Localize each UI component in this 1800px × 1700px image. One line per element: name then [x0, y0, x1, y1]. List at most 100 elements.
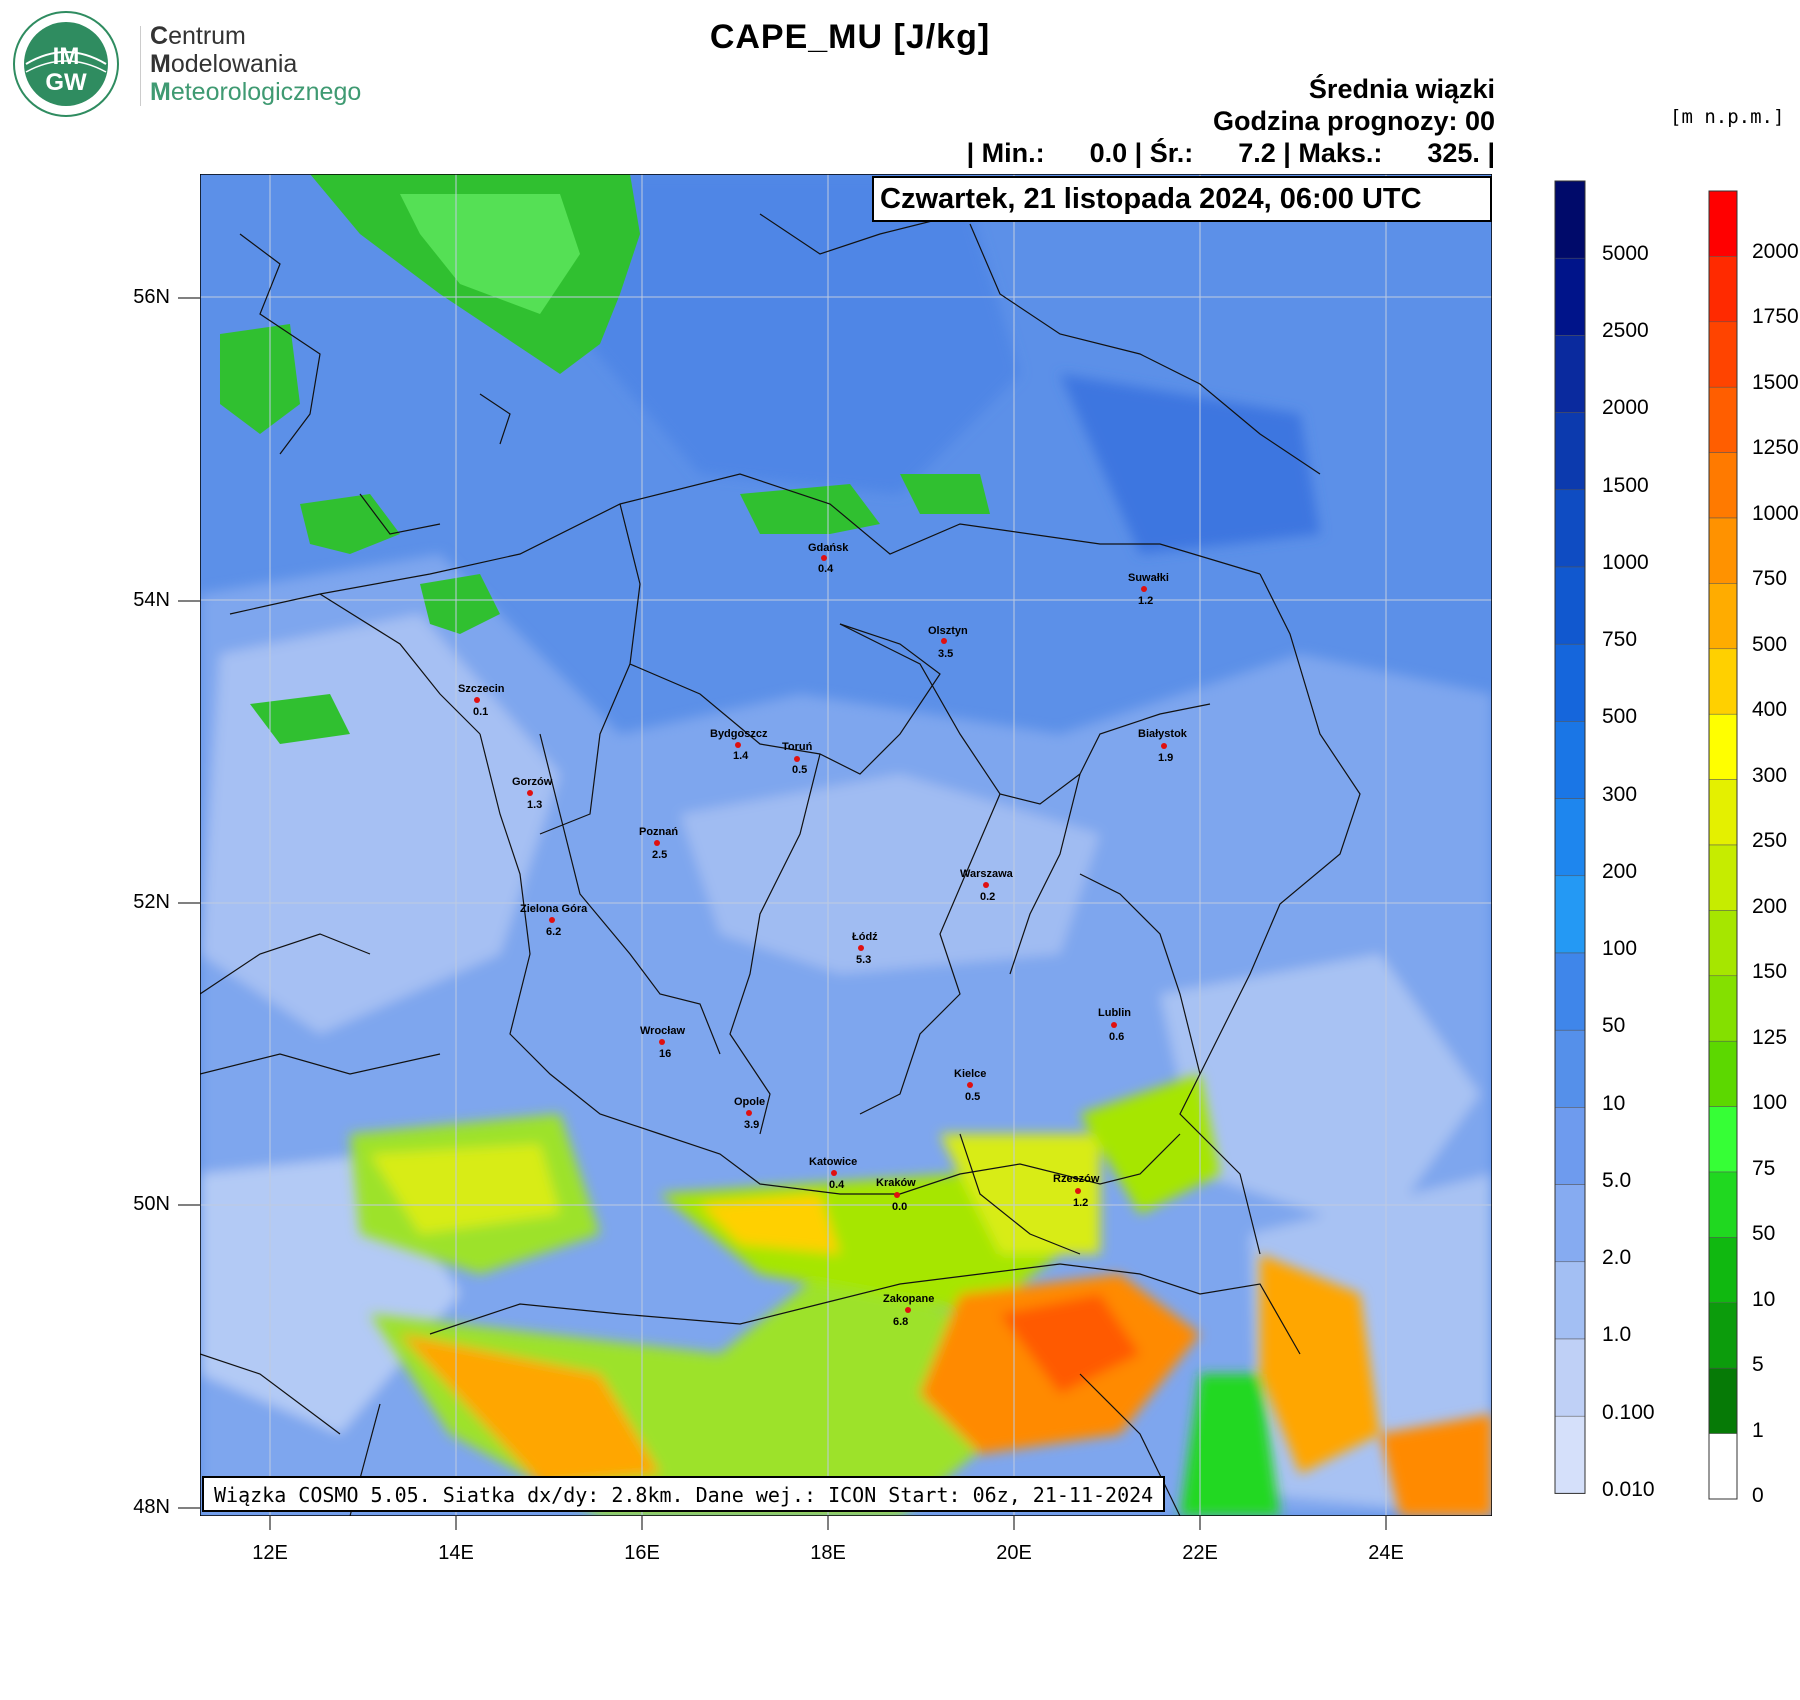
svg-text:Warszawa: Warszawa	[960, 868, 1014, 880]
cape-cb-swatch	[1554, 489, 1586, 568]
terrain-cb-swatch	[1708, 1171, 1738, 1238]
svg-text:Lublin: Lublin	[1098, 1007, 1131, 1019]
svg-text:3.9: 3.9	[744, 1119, 759, 1131]
terrain-cb-label: 1000	[1752, 502, 1799, 525]
cape-cb-label: 0.100	[1602, 1401, 1655, 1424]
terrain-cb-swatch	[1708, 321, 1738, 388]
svg-text:0.6: 0.6	[1109, 1031, 1124, 1043]
lon-label-12e: 12E	[252, 1542, 288, 1564]
terrain-cb-label: 1	[1752, 1419, 1764, 1442]
city-olsztyn: Olsztyn 3.5	[928, 625, 968, 660]
cape-cb-label: 2000	[1602, 396, 1649, 419]
terrain-cb-label: 2000	[1752, 240, 1799, 263]
svg-text:0.1: 0.1	[473, 706, 488, 718]
terrain-colorbar	[1708, 190, 1738, 1500]
cape-cb-swatch	[1554, 952, 1586, 1031]
terrain-cb-label: 50	[1752, 1222, 1776, 1245]
svg-text:6.8: 6.8	[893, 1316, 908, 1328]
city-rzeszow: Rzeszów 1.2	[1053, 1173, 1100, 1209]
city-markers: Gdańsk 0.4 Suwałki 1.2 Olsztyn 3.5 Szczecin…	[458, 542, 1188, 1328]
page-title: CAPE_MU [J/kg]	[709, 18, 991, 56]
svg-text:1.2: 1.2	[1138, 595, 1153, 607]
imgw-badge-icon: IM GW	[13, 11, 119, 117]
svg-text:1.9: 1.9	[1158, 752, 1173, 764]
borders	[200, 213, 1361, 1516]
terrain-cb-swatch	[1708, 256, 1738, 323]
terrain-cb-label: 200	[1752, 895, 1788, 918]
green-areas	[220, 174, 990, 744]
city-lodz: Łódź 5.3	[852, 931, 878, 966]
city-bydgoszcz: Bydgoszcz 1.4	[710, 728, 768, 762]
cape-cb-label: 100	[1602, 937, 1638, 960]
svg-text:0.4: 0.4	[818, 563, 834, 575]
city-zielona-gora: Zielona Góra 6.2	[520, 903, 588, 938]
badge-top: IM	[53, 43, 80, 70]
svg-text:Bydgoszcz: Bydgoszcz	[710, 728, 768, 740]
forecast-date-box: Czwartek, 21 listopada 2024, 06:00 UTC	[872, 176, 1492, 222]
lat-label-56n: 56N	[133, 286, 170, 308]
city-zakopane: Zakopane 6.8	[883, 1293, 934, 1328]
cape-cb-label: 750	[1602, 628, 1638, 651]
svg-text:Katowice: Katowice	[809, 1156, 857, 1168]
terrain-cb-swatch	[1708, 1106, 1738, 1173]
cape-cb-swatch	[1554, 1338, 1586, 1417]
lon-label-22e: 22E	[1182, 1542, 1218, 1564]
svg-text:1.2: 1.2	[1073, 1197, 1088, 1209]
svg-text:2.5: 2.5	[652, 849, 667, 861]
cape-cb-label: 50	[1602, 1014, 1626, 1037]
terrain-units-label: [m n.p.m.]	[1670, 106, 1785, 128]
svg-text:Kielce: Kielce	[954, 1068, 986, 1080]
city-krakow: Kraków 0.0	[876, 1177, 916, 1213]
lon-label-20e: 20E	[996, 1542, 1032, 1564]
terrain-cb-swatch	[1708, 779, 1738, 846]
svg-text:3.5: 3.5	[938, 648, 953, 660]
terrain-cb-swatch	[1708, 583, 1738, 650]
imgw-logo: IM GW Centrum Modelowania Meteorologiczn…	[12, 10, 382, 117]
svg-text:Opole: Opole	[734, 1096, 765, 1108]
city-kielce: Kielce 0.5	[954, 1068, 986, 1103]
lat-label-48n: 48N	[133, 1496, 170, 1518]
svg-text:0.0: 0.0	[892, 1201, 907, 1213]
cape-cb-swatch	[1554, 335, 1586, 413]
terrain-cb-label: 750	[1752, 567, 1788, 590]
svg-text:5.3: 5.3	[856, 954, 871, 966]
svg-text:6.2: 6.2	[546, 926, 561, 938]
svg-text:Szczecin: Szczecin	[458, 683, 505, 695]
terrain-cb-swatch	[1708, 190, 1738, 257]
svg-text:1.4: 1.4	[733, 750, 749, 762]
svg-text:Łódź: Łódź	[852, 931, 878, 943]
svg-text:Toruń: Toruń	[782, 741, 813, 753]
svg-text:0.2: 0.2	[980, 891, 995, 903]
terrain-cb-label: 5	[1752, 1353, 1764, 1376]
lon-label-14e: 14E	[438, 1542, 474, 1564]
terrain-cb-label: 100	[1752, 1091, 1788, 1114]
cape-cb-swatch	[1554, 412, 1586, 491]
map-grid	[200, 174, 1492, 1516]
svg-text:Olsztyn: Olsztyn	[928, 625, 968, 637]
cape-cb-label: 2500	[1602, 319, 1649, 342]
stats-line: | Min.: 0.0 | Śr.: 7.2 | Maks.: 325. |	[966, 138, 1495, 168]
cape-cb-swatch	[1554, 1029, 1586, 1108]
city-poznan: Poznań 2.5	[639, 826, 678, 861]
svg-text:0.4: 0.4	[829, 1179, 845, 1191]
cape-cb-swatch	[1554, 1415, 1586, 1494]
city-bialystok: Białystok 1.9	[1138, 728, 1188, 764]
city-szczecin: Szczecin 0.1	[458, 683, 505, 718]
terrain-cb-label: 300	[1752, 764, 1788, 787]
cape-cb-label: 2.0	[1602, 1246, 1632, 1269]
city-katowice: Katowice 0.4	[809, 1156, 857, 1191]
svg-text:16: 16	[659, 1048, 671, 1060]
svg-text:Wrocław: Wrocław	[640, 1025, 685, 1037]
cape-cb-label: 5.0	[1602, 1169, 1632, 1192]
terrain-cb-swatch	[1708, 1433, 1738, 1500]
terrain-cb-swatch	[1708, 517, 1738, 584]
terrain-cb-swatch	[1708, 975, 1738, 1042]
cape-cb-label: 1500	[1602, 474, 1649, 497]
cape-cb-swatch	[1554, 257, 1586, 336]
svg-text:Rzeszów: Rzeszów	[1053, 1173, 1100, 1185]
cape-cb-swatch	[1554, 566, 1586, 645]
terrain-cb-label: 1750	[1752, 305, 1799, 328]
cape-cb-label: 1000	[1602, 551, 1649, 574]
terrain-cb-swatch	[1708, 844, 1738, 911]
logo-text: Centrum Modelowania Meteorologicznego	[150, 22, 362, 106]
